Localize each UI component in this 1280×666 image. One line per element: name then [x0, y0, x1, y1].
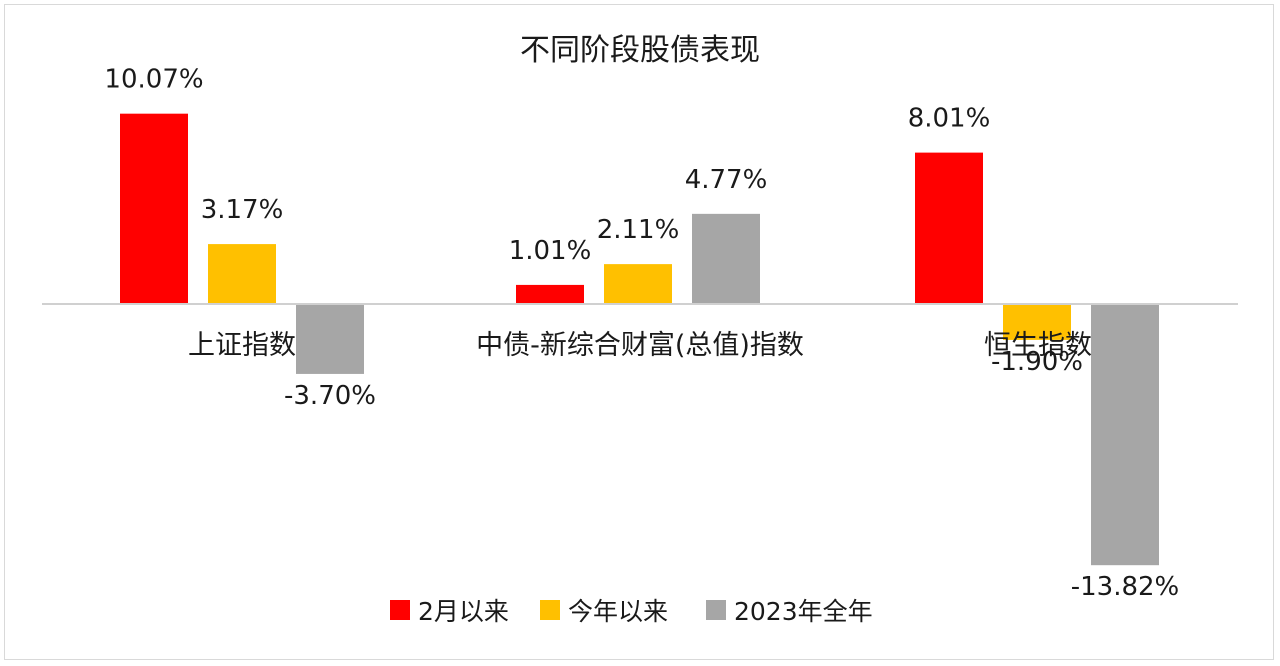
data-label-1-1: 10.07% [104, 65, 203, 95]
category-label-3: 恒生指数 [984, 330, 1092, 361]
bar-3-3 [1091, 304, 1159, 566]
category-label-1: 上证指数 [188, 330, 296, 361]
bar-2-3 [1003, 304, 1071, 340]
legend: 2月以来 今年以来 2023年全年 [390, 597, 873, 626]
data-label-2-3: -1.90% [991, 347, 1083, 377]
data-label-3-2: 4.77% [685, 165, 768, 195]
bar-3-2 [692, 213, 760, 304]
legend-label-2: 今年以来 [568, 597, 668, 626]
chart-title: 不同阶段股债表现 [520, 33, 760, 68]
data-label-1-2: 1.01% [509, 236, 592, 266]
bar-2-2 [604, 264, 672, 304]
legend-swatch-1 [390, 600, 410, 620]
legend-swatch-3 [706, 600, 726, 620]
data-label-1-3: 8.01% [908, 104, 991, 134]
bar-3-1 [296, 304, 364, 374]
legend-label-3: 2023年全年 [734, 597, 873, 626]
data-label-2-1: 3.17% [201, 195, 284, 225]
legend-label-1: 2月以来 [418, 597, 509, 626]
data-label-3-1: -3.70% [284, 381, 376, 411]
legend-swatch-2 [540, 600, 560, 620]
data-label-3-3: -13.82% [1071, 572, 1180, 602]
bar-1-3 [915, 152, 983, 304]
bar-2-1 [208, 244, 276, 304]
bar-1-1 [120, 113, 188, 304]
category-label-2: 中债-新综合财富(总值)指数 [476, 330, 804, 361]
data-label-2-2: 2.11% [597, 215, 680, 245]
bar-1-2 [516, 284, 584, 304]
